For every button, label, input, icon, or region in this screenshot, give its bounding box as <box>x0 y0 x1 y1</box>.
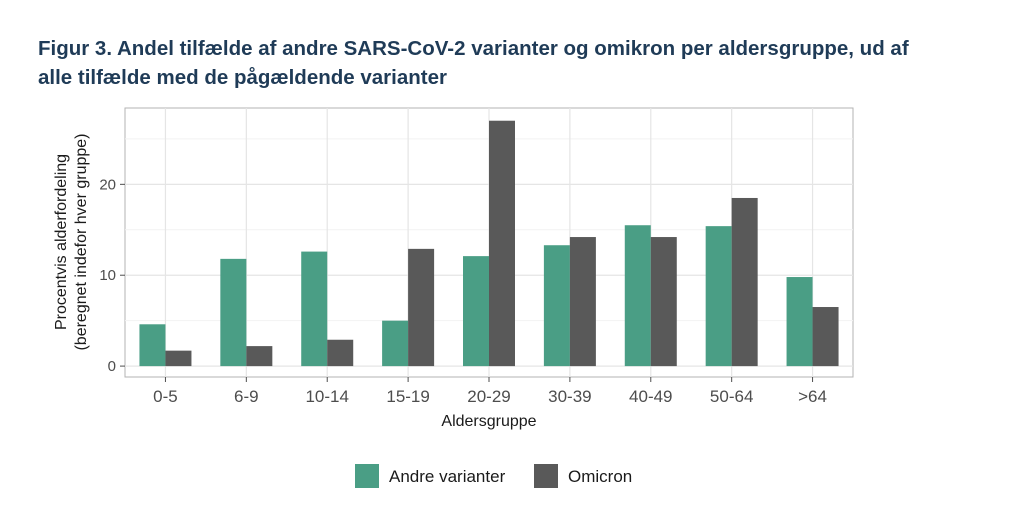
bar-omicron-9 <box>812 307 839 367</box>
legend-label-andre-varianter: Andre varianter <box>389 467 506 486</box>
bar-andre-varianter-3 <box>301 251 328 367</box>
y-axis: 0 10 20 <box>99 176 125 375</box>
y-tick-label: 0 <box>108 358 116 375</box>
x-tick-label: 30-39 <box>548 387 591 406</box>
x-tick-label: 20-29 <box>467 387 510 406</box>
y-tick-label: 20 <box>99 176 116 193</box>
bar-omicron-7 <box>650 237 677 367</box>
bar-omicron-8 <box>731 197 758 367</box>
x-axis-title: Aldersgruppe <box>441 413 536 430</box>
bars-layer <box>139 120 839 367</box>
bar-andre-varianter-9 <box>786 277 813 367</box>
legend-swatch-andre-varianter <box>355 464 379 488</box>
legend-swatch-omicron <box>534 464 558 488</box>
legend: Andre varianter Omicron <box>355 464 632 488</box>
bar-omicron-1 <box>165 350 192 367</box>
y-tick-label: 10 <box>99 267 116 284</box>
chart-title-line-2: alle tilfælde med de pågældende variante… <box>38 66 447 89</box>
bar-andre-varianter-1 <box>139 324 166 367</box>
bar-omicron-2 <box>246 346 273 367</box>
y-axis-title-line-1: Procentvis alderfordeling <box>53 154 70 330</box>
legend-label-omicron: Omicron <box>568 467 632 486</box>
bar-andre-varianter-6 <box>543 245 570 367</box>
bar-omicron-3 <box>327 339 354 367</box>
bar-omicron-4 <box>408 248 435 367</box>
y-axis-title-line-2: (beregnet indefor hver gruppe) <box>73 133 90 350</box>
chart-title: Figur 3. Andel tilfælde af andre SARS-Co… <box>38 34 998 92</box>
bar-andre-varianter-5 <box>463 256 489 367</box>
x-axis: 0-5 6-9 10-14 15-19 20-29 30-39 40-49 50-64 >64 <box>153 377 827 406</box>
x-tick-label: 50-64 <box>710 387 753 406</box>
x-tick-label: 15-19 <box>386 387 429 406</box>
bar-omicron-6 <box>569 237 596 367</box>
x-tick-label: >64 <box>798 387 827 406</box>
bar-andre-varianter-4 <box>382 320 409 367</box>
x-tick-label: 40-49 <box>629 387 672 406</box>
x-tick-label: 6-9 <box>234 387 259 406</box>
chart-title-line-1: Figur 3. Andel tilfælde af andre SARS-Co… <box>38 37 909 60</box>
x-tick-label: 0-5 <box>153 387 178 406</box>
bar-andre-varianter-2 <box>220 258 247 367</box>
bar-andre-varianter-7 <box>624 225 651 367</box>
bar-omicron-5 <box>489 120 515 367</box>
x-tick-label: 10-14 <box>305 387 348 406</box>
bar-andre-varianter-8 <box>705 226 732 367</box>
